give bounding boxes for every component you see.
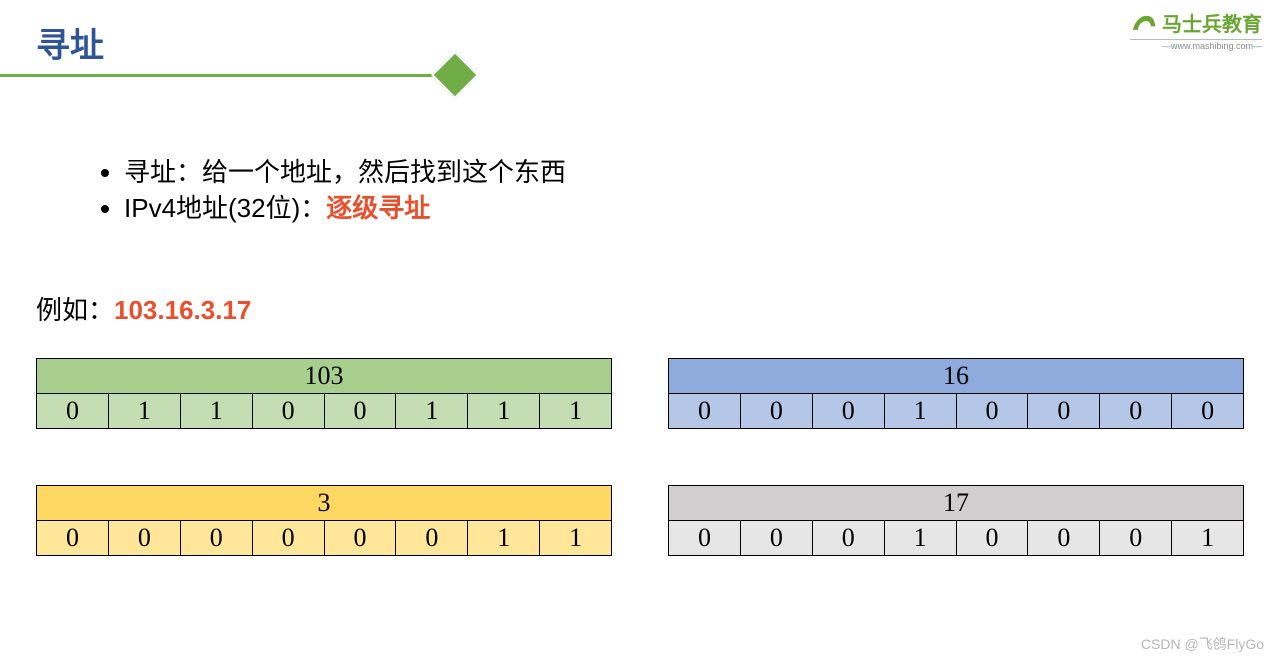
bit-cell: 1 [181, 394, 253, 428]
bit-cell: 1 [1172, 521, 1243, 555]
bit-cell: 0 [37, 394, 109, 428]
byte-header: 17 [669, 486, 1243, 521]
bit-cell: 0 [813, 394, 885, 428]
bit-cell: 0 [1028, 394, 1100, 428]
bit-cell: 0 [741, 394, 813, 428]
bit-cell: 1 [468, 521, 540, 555]
slide-title: 寻址 [36, 18, 104, 67]
bit-cell: 1 [109, 394, 181, 428]
diamond-ornament [431, 51, 479, 99]
bit-cell: 0 [1028, 521, 1100, 555]
byte-box-3: 17 00010001 [668, 485, 1244, 556]
bullet-2-highlight: 逐级寻址 [326, 193, 430, 223]
bit-cell: 0 [253, 394, 325, 428]
bit-cell: 1 [396, 394, 468, 428]
bit-cell: 1 [540, 394, 611, 428]
bit-cell: 0 [741, 521, 813, 555]
bit-cell: 0 [181, 521, 253, 555]
example-prefix: 例如： [36, 295, 114, 325]
bit-cell: 1 [468, 394, 540, 428]
bit-cell: 0 [669, 394, 741, 428]
bit-cell: 0 [1100, 394, 1172, 428]
bits-row: 01100111 [37, 394, 611, 428]
bullet-2: IPv4地址(32位)：逐级寻址 [124, 190, 566, 226]
bit-cell: 1 [885, 521, 957, 555]
watermark: CSDN @飞鸧FlyGo [1141, 634, 1264, 654]
bit-cell: 0 [253, 521, 325, 555]
bit-cell: 0 [325, 394, 397, 428]
bit-cell: 0 [109, 521, 181, 555]
horse-icon [1130, 11, 1158, 35]
byte-box-2: 3 00000011 [36, 485, 612, 556]
logo-main-row: 马士兵教育 [1130, 8, 1262, 37]
byte-header: 3 [37, 486, 611, 521]
title-underline [0, 74, 450, 77]
byte-tables: 103 01100111 16 00010000 3 00000011 17 0… [36, 358, 1244, 612]
byte-row-1: 103 01100111 16 00010000 [36, 358, 1244, 429]
example-ip: 103.16.3.17 [114, 295, 251, 325]
bit-cell: 0 [37, 521, 109, 555]
byte-header: 103 [37, 359, 611, 394]
bit-cell: 1 [885, 394, 957, 428]
bullet-list: 寻址：给一个地址，然后找到这个东西 IPv4地址(32位)：逐级寻址 [56, 154, 566, 227]
bits-row: 00010001 [669, 521, 1243, 555]
bit-cell: 0 [325, 521, 397, 555]
bullet-2-prefix: IPv4地址(32位)： [124, 193, 326, 223]
bullet-1: 寻址：给一个地址，然后找到这个东西 [124, 154, 566, 190]
byte-box-1: 16 00010000 [668, 358, 1244, 429]
logo-subtext: —www.mashibing.com— [1130, 39, 1262, 51]
bit-cell: 0 [813, 521, 885, 555]
bit-cell: 0 [1172, 394, 1243, 428]
bits-row: 00000011 [37, 521, 611, 555]
bit-cell: 1 [540, 521, 611, 555]
byte-row-2: 3 00000011 17 00010001 [36, 485, 1244, 556]
example-line: 例如：103.16.3.17 [36, 290, 251, 327]
bit-cell: 0 [1100, 521, 1172, 555]
bit-cell: 0 [669, 521, 741, 555]
byte-box-0: 103 01100111 [36, 358, 612, 429]
bit-cell: 0 [957, 394, 1029, 428]
bit-cell: 0 [957, 521, 1029, 555]
bits-row: 00010000 [669, 394, 1243, 428]
byte-header: 16 [669, 359, 1243, 394]
logo-text: 马士兵教育 [1162, 8, 1262, 37]
bit-cell: 0 [396, 521, 468, 555]
brand-logo: 马士兵教育 —www.mashibing.com— [1130, 8, 1262, 51]
